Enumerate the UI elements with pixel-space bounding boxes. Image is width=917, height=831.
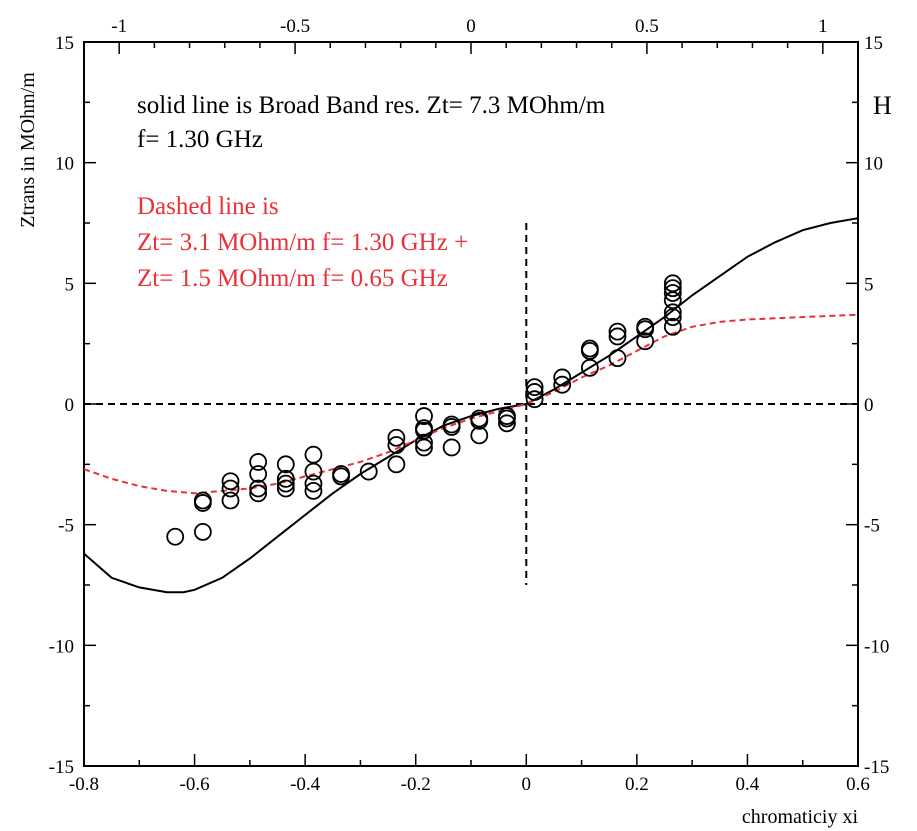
- data-point: [387, 455, 406, 474]
- x-tick-label: -0.8: [69, 774, 99, 795]
- data-point: [663, 317, 682, 336]
- top-x-tick-label: 1: [818, 16, 828, 37]
- dashed-title-note: Dashed line is: [137, 193, 279, 220]
- data-point: [221, 479, 240, 498]
- data-point: [249, 479, 268, 498]
- data-point: [663, 303, 682, 322]
- data-point: [359, 462, 378, 481]
- data-point: [166, 527, 185, 546]
- right-axis-label: H: [873, 91, 892, 120]
- x-tick-label: 0.6: [846, 774, 870, 795]
- data-point: [553, 375, 572, 394]
- data-point: [498, 407, 516, 425]
- data-point: [442, 415, 461, 434]
- data-point: [276, 474, 295, 493]
- y-tick-label-right: -15: [864, 757, 889, 778]
- y-tick-label-right: 15: [864, 33, 883, 54]
- data-point: [608, 349, 627, 368]
- x-tick-label: -0.4: [290, 774, 321, 795]
- data-point: [525, 383, 544, 401]
- y-tick-label-left: 5: [65, 274, 75, 295]
- y-tick-label-left: 0: [65, 395, 75, 416]
- top-x-tick-label: 0.5: [635, 16, 659, 37]
- data-point: [608, 327, 627, 346]
- data-point: [304, 481, 323, 500]
- data-point: [498, 414, 516, 433]
- data-point: [608, 322, 627, 341]
- y-tick-label-left: 10: [55, 154, 74, 175]
- top-x-tick-label: -0.5: [280, 16, 310, 37]
- y-tick-label-right: 5: [864, 274, 874, 295]
- data-point: [663, 274, 682, 293]
- data-point: [636, 332, 655, 351]
- x-tick-label: -0.6: [180, 774, 210, 795]
- y-tick-label-left: 15: [55, 33, 74, 54]
- solid-line-note: solid line is Broad Band res. Zt= 7.3 MO…: [137, 92, 606, 119]
- data-point: [332, 465, 350, 483]
- data-point: [249, 484, 268, 503]
- ticks: [83, 41, 859, 767]
- data-point: [249, 453, 268, 471]
- x-tick-label: 0: [522, 774, 532, 795]
- data-point: [663, 284, 682, 302]
- y-tick-label-left: -5: [58, 516, 74, 537]
- y-axis-label: Ztrans in MOhm/m: [17, 72, 39, 228]
- data-point: [525, 378, 544, 397]
- data-point: [221, 491, 240, 510]
- data-point: [415, 407, 433, 425]
- y-tick-label-right: -5: [864, 516, 880, 537]
- data-point: [470, 409, 489, 428]
- data-point: [525, 390, 544, 409]
- data-point: [442, 438, 461, 457]
- data-point: [415, 419, 433, 438]
- data-point: [304, 462, 323, 481]
- series: [83, 217, 859, 594]
- y-tick-label-right: 10: [864, 154, 883, 175]
- data-point: [193, 523, 212, 541]
- x-axis-label: chromaticiy xi: [742, 806, 859, 828]
- data-point: [553, 368, 572, 387]
- data-point: [415, 433, 433, 452]
- data-point: [580, 339, 599, 358]
- x-tick-label: 0.2: [625, 774, 649, 795]
- dashed-line1-note: Zt= 3.1 MOhm/m f= 1.30 GHz +: [137, 229, 468, 256]
- data-point: [276, 479, 295, 498]
- data-point: [387, 428, 406, 447]
- data-point: [304, 474, 323, 493]
- top-x-tick-label: -1: [111, 16, 127, 37]
- data-point: [663, 279, 682, 298]
- frequency-note: f= 1.30 GHz: [137, 126, 263, 153]
- data-point: [221, 472, 240, 491]
- x-tick-label: 0.4: [736, 774, 760, 795]
- dashed-line2-note: Zt= 1.5 MOhm/m f= 0.65 GHz: [137, 265, 448, 292]
- data-point: [276, 455, 295, 474]
- y-tick-label-left: -10: [49, 636, 74, 657]
- top-x-tick-label: 0: [466, 16, 476, 37]
- data-point: [387, 436, 406, 454]
- x-tick-label: -0.2: [401, 774, 431, 795]
- data-point: [276, 469, 295, 488]
- y-tick-label-right: -10: [864, 636, 889, 657]
- tick-labels: -0.8 -0.6 -0.4 -0.2 0 0.2 0.4 0.6 -1 -0.5 0 0.5 1 -15…: [49, 16, 890, 795]
- data-point: [636, 317, 655, 336]
- y-tick-label-right: 0: [864, 395, 874, 416]
- y-tick-label-left: -15: [49, 757, 74, 778]
- data-point: [193, 491, 212, 510]
- data-point: [304, 445, 323, 464]
- data-point: [249, 465, 268, 483]
